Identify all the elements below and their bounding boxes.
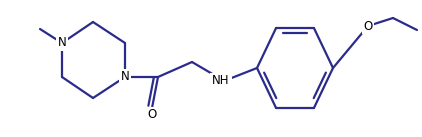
Text: O: O	[147, 109, 157, 122]
Text: O: O	[363, 19, 373, 32]
Text: NH: NH	[212, 75, 230, 88]
Text: N: N	[58, 36, 66, 49]
Text: N: N	[121, 71, 130, 83]
